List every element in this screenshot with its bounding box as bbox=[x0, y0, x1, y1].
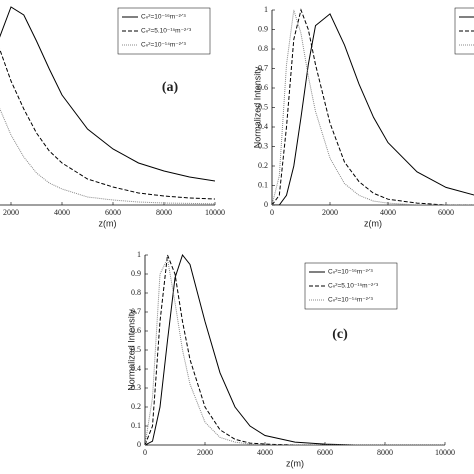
y-axis-label: Normalized Intensity bbox=[126, 309, 136, 391]
y-tick-label: 0.7 bbox=[258, 63, 268, 72]
panel: 0 2000 4000 6000 8000 10000 0 0.1 0.2 0.3 0.4 0.5 0.… bbox=[126, 250, 455, 469]
data-line bbox=[272, 9, 474, 205]
x-tick-label: 10000 bbox=[435, 448, 455, 457]
y-tick-label: 0.5 bbox=[258, 102, 268, 111]
x-tick-label: 0 bbox=[270, 208, 274, 217]
x-tick-label: 4000 bbox=[380, 208, 396, 217]
y-tick-label: 0 bbox=[137, 440, 141, 449]
y-tick-label: 0.8 bbox=[131, 288, 141, 297]
data-line bbox=[272, 8, 474, 205]
y-axis-label: Normalized Intensity bbox=[252, 66, 262, 148]
x-tick-label: 2000 bbox=[322, 208, 338, 217]
x-axis-label: z(m) bbox=[364, 218, 382, 228]
x-tick-label: 10000 bbox=[205, 208, 225, 217]
legend-label: Cₙ²=10⁻¹⁶m⁻²ᐟ³ bbox=[328, 269, 374, 276]
y-tick-label: 0.4 bbox=[258, 122, 268, 131]
panel-label: (a) bbox=[162, 80, 179, 95]
y-tick-label: 0.4 bbox=[131, 364, 141, 373]
x-axis-label: z(m) bbox=[286, 458, 304, 468]
panel: 2000 4000 6000 8000 10000z(m)Cₙ²=10⁻¹⁶m⁻²ᐟ³C… bbox=[0, 6, 225, 228]
y-tick-label: 1 bbox=[264, 5, 268, 14]
y-tick-label: 0.2 bbox=[258, 161, 268, 170]
data-line bbox=[145, 254, 445, 445]
y-tick-label: 0.1 bbox=[258, 180, 268, 189]
y-tick-label: 0.9 bbox=[131, 269, 141, 278]
legend: Cₙ²=10⁻¹⁶m⁻²ᐟ³Cₙ²=5.10⁻¹⁵m⁻²ᐟ³Cₙ²=10⁻¹⁴m… bbox=[454, 7, 474, 55]
legend-label: Cₙ²=10⁻¹⁴m⁻²ᐟ³ bbox=[141, 42, 187, 49]
legend: Cₙ²=10⁻¹⁶m⁻²ᐟ³ Cₙ²=5.10⁻¹⁵m⁻²ᐟ³ Cₙ²=10⁻¹⁴m… bbox=[304, 262, 398, 310]
legend-box bbox=[304, 262, 398, 310]
y-tick-label: 0.3 bbox=[131, 383, 141, 392]
y-tick-label: 0.6 bbox=[131, 326, 141, 335]
x-tick-label: 2000 bbox=[3, 208, 19, 217]
y-tick-label: 0.2 bbox=[131, 402, 141, 411]
x-axis-label: z(m) bbox=[99, 218, 117, 228]
y-tick-label: 0.1 bbox=[131, 421, 141, 430]
data-line bbox=[0, 6, 215, 182]
data-line bbox=[0, 48, 215, 200]
x-tick-label: 4000 bbox=[257, 448, 273, 457]
y-tick-label: 0.8 bbox=[258, 44, 268, 53]
panel: 0200040006000800000.10.20.30.40.50.60.70… bbox=[252, 5, 474, 228]
x-tick-label: 8000 bbox=[156, 208, 172, 217]
plot-lines bbox=[272, 8, 474, 205]
data-line bbox=[145, 253, 445, 445]
y-tick-label: 0.3 bbox=[258, 141, 268, 150]
plot-lines bbox=[145, 253, 445, 445]
x-tick-label: 6000 bbox=[317, 448, 333, 457]
plot-lines bbox=[0, 6, 215, 205]
legend: Cₙ²=10⁻¹⁶m⁻²ᐟ³ Cₙ²=5.10⁻¹⁵m⁻²ᐟ³ Cₙ²=10⁻¹⁴m… bbox=[117, 7, 211, 55]
y-tick-label: 0.9 bbox=[258, 24, 268, 33]
x-tick-label: 0 bbox=[143, 448, 147, 457]
data-line bbox=[145, 257, 445, 445]
legend-label: Cₙ²=5.10⁻¹⁵m⁻²ᐟ³ bbox=[141, 28, 192, 35]
y-tick-label: 1 bbox=[137, 250, 141, 259]
y-tick-label: 0.6 bbox=[258, 83, 268, 92]
y-tick-label: 0.5 bbox=[131, 345, 141, 354]
data-line bbox=[0, 107, 215, 205]
y-tick-label: 0 bbox=[264, 200, 268, 209]
x-tick-label: 2000 bbox=[197, 448, 213, 457]
legend-label: Cₙ²=5.10⁻¹⁵m⁻²ᐟ³ bbox=[328, 283, 379, 290]
y-tick-label: 0.7 bbox=[131, 307, 141, 316]
x-tick-label: 4000 bbox=[54, 208, 70, 217]
legend-label: Cₙ²=10⁻¹⁴m⁻²ᐟ³ bbox=[328, 297, 374, 304]
x-tick-label: 6000 bbox=[438, 208, 454, 217]
data-line bbox=[272, 13, 474, 205]
x-tick-label: 6000 bbox=[105, 208, 121, 217]
legend-box bbox=[117, 7, 211, 55]
x-tick-label: 8000 bbox=[377, 448, 393, 457]
legend-label: Cₙ²=10⁻¹⁶m⁻²ᐟ³ bbox=[141, 14, 187, 21]
panel-label: (c) bbox=[332, 327, 348, 342]
legend-box bbox=[454, 7, 474, 55]
